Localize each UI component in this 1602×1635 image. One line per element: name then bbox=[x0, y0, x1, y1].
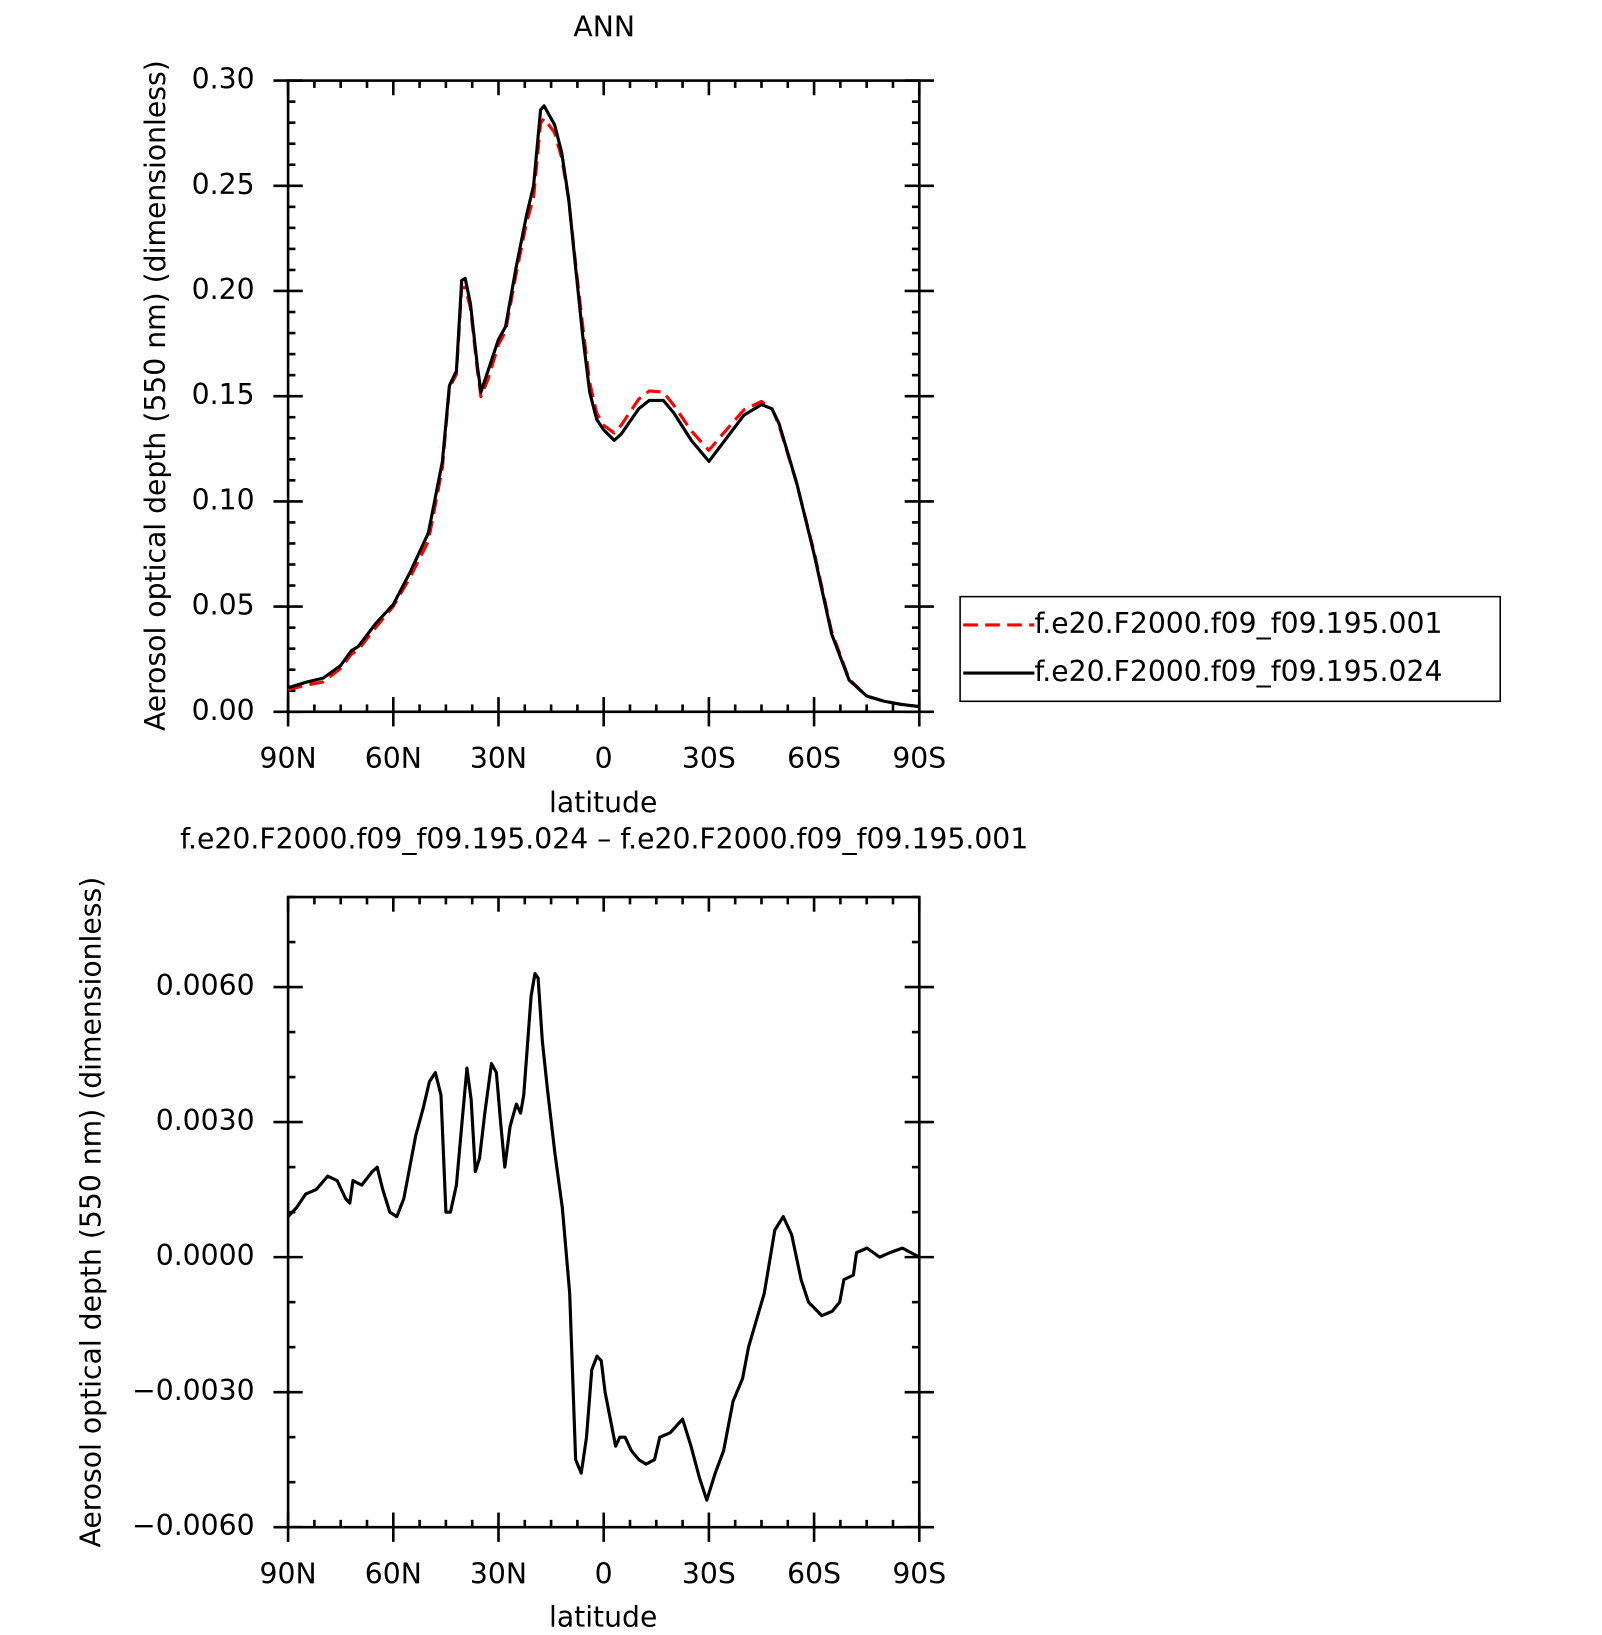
x-tick-label: 90N bbox=[260, 742, 317, 775]
chart-title: f.e20.F2000.f09_f09.195.024 – f.e20.F200… bbox=[180, 823, 1028, 856]
legend-label: f.e20.F2000.f09_f09.195.024 bbox=[1034, 655, 1442, 688]
y-axis-label: Aerosol optical depth (550 nm) (dimensio… bbox=[74, 877, 107, 1548]
legend-box bbox=[959, 595, 1502, 703]
y-tick-label: 0.0060 bbox=[156, 969, 255, 1002]
x-tick-label: 60S bbox=[787, 742, 841, 775]
x-axis-label: latitude bbox=[549, 786, 657, 819]
data-line bbox=[287, 116, 920, 709]
y-tick-label: 0.0030 bbox=[156, 1104, 255, 1137]
x-axis-label: latitude bbox=[549, 1600, 657, 1633]
data-line bbox=[286, 971, 921, 1502]
y-tick-label: −0.0030 bbox=[132, 1374, 255, 1407]
y-tick-label: 0.15 bbox=[192, 378, 255, 411]
legend-label: f.e20.F2000.f09_f09.195.001 bbox=[1034, 607, 1442, 640]
x-tick-label: 90S bbox=[892, 742, 946, 775]
x-tick-label: 30N bbox=[470, 742, 527, 775]
x-tick-label: 30S bbox=[682, 742, 736, 775]
x-tick-label: 90N bbox=[260, 1557, 317, 1590]
chart-title: ANN bbox=[573, 10, 635, 43]
x-tick-label: 30N bbox=[470, 1557, 527, 1590]
x-tick-label: 90S bbox=[892, 1557, 946, 1590]
y-tick-label: 0.25 bbox=[192, 168, 255, 201]
x-tick-label: 60N bbox=[365, 1557, 422, 1590]
x-tick-label: 60N bbox=[365, 742, 422, 775]
x-tick-label: 0 bbox=[595, 742, 613, 775]
x-tick-label: 0 bbox=[595, 1557, 613, 1590]
y-tick-label: 0.30 bbox=[192, 63, 255, 96]
x-tick-label: 60S bbox=[787, 1557, 841, 1590]
data-line bbox=[287, 104, 920, 709]
x-tick-label: 30S bbox=[682, 1557, 736, 1590]
y-tick-label: 0.05 bbox=[192, 589, 255, 622]
plot-frame bbox=[286, 895, 921, 1529]
y-tick-label: −0.0060 bbox=[132, 1509, 255, 1542]
y-tick-label: 0.00 bbox=[192, 694, 255, 727]
y-tick-label: 0.20 bbox=[192, 273, 255, 306]
y-axis-label: Aerosol optical depth (550 nm) (dimensio… bbox=[139, 60, 172, 731]
y-tick-label: 0.0000 bbox=[156, 1239, 255, 1272]
y-tick-label: 0.10 bbox=[192, 483, 255, 516]
